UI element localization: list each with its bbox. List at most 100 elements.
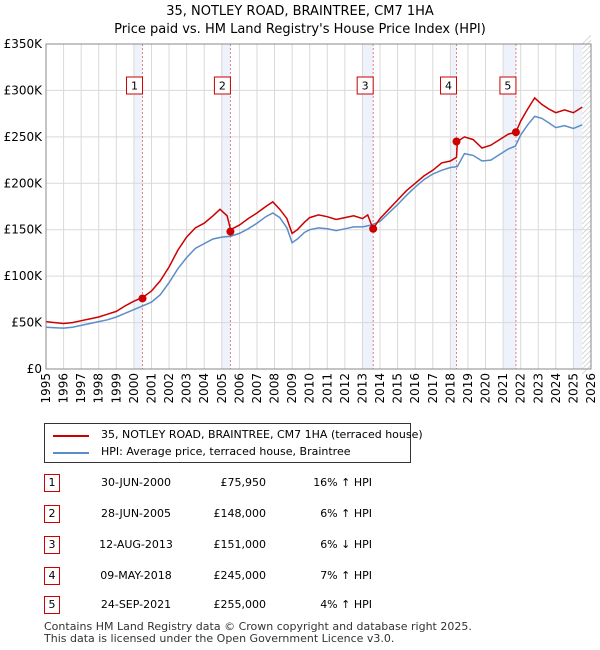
sale-price: £255,000	[213, 598, 267, 611]
sale-hpi: 4% ↑ HPI	[320, 598, 372, 611]
sale-point	[369, 224, 378, 233]
x-tick-label: 2024	[549, 373, 563, 404]
sale-badge: 3	[44, 536, 60, 554]
forecast-hatch	[581, 89, 592, 100]
forecast-hatch	[581, 364, 592, 375]
sale-point	[226, 227, 235, 236]
sale-point	[452, 137, 461, 146]
forecast-hatch	[581, 99, 592, 110]
sale-date: 28-JUN-2005	[100, 507, 172, 520]
x-tick-label: 1996	[57, 373, 71, 404]
forecast-hatch	[581, 109, 592, 120]
legend-swatch-property	[53, 435, 89, 437]
x-tick-label: 2006	[232, 373, 246, 404]
sale-price: £151,000	[213, 538, 267, 551]
sale-badge: 1	[44, 474, 60, 492]
x-tick-label: 2017	[426, 373, 440, 404]
forecast-hatch	[581, 64, 592, 75]
y-tick-label: £350K	[4, 37, 44, 51]
forecast-hatch	[581, 84, 592, 95]
legend-label-hpi: HPI: Average price, terraced house, Brai…	[101, 445, 351, 458]
forecast-hatch	[581, 289, 592, 300]
forecast-hatch	[581, 34, 592, 45]
forecast-hatch	[581, 309, 592, 320]
forecast-hatch	[581, 279, 592, 290]
forecast-hatch	[581, 339, 592, 350]
forecast-hatch	[581, 154, 592, 165]
x-tick-label: 2012	[338, 373, 352, 404]
sale-label: 5	[504, 80, 511, 93]
x-tick-label: 2003	[180, 373, 194, 404]
forecast-hatch	[581, 344, 592, 355]
y-tick-label: £300K	[4, 83, 44, 97]
sale-hpi: 6% ↑ HPI	[320, 507, 372, 520]
sale-label-box	[126, 76, 144, 95]
forecast-hatch	[581, 319, 592, 330]
forecast-hatch	[581, 214, 592, 225]
sale-label-box	[356, 76, 374, 95]
forecast-hatch	[581, 169, 592, 180]
x-tick-label: 2002	[162, 373, 176, 404]
forecast-hatch	[581, 69, 592, 80]
sale-date: 30-JUN-2000	[100, 476, 172, 489]
x-tick-label: 1995	[39, 373, 53, 404]
price-chart: 1 2 3 4 5 £0 £50K £100K £150K £200K £250K £300K £350…	[4, 34, 598, 404]
legend-swatch-hpi	[53, 452, 89, 454]
forecast-hatch	[581, 49, 592, 60]
sale-date: 09-MAY-2018	[100, 569, 172, 582]
sale-point	[138, 294, 147, 303]
x-tick-label: 2011	[320, 373, 334, 404]
forecast-hatch	[581, 284, 592, 295]
x-tick-label: 2014	[373, 373, 387, 404]
forecast-hatch	[581, 229, 592, 240]
sale-label-box	[499, 76, 517, 95]
forecast-hatch	[581, 194, 592, 205]
sale-point	[511, 128, 520, 137]
forecast-hatch	[581, 114, 592, 125]
forecast-hatch	[581, 159, 592, 170]
x-tick-label: 2016	[408, 373, 422, 404]
shaded-range	[221, 44, 231, 369]
forecast-hatch	[581, 179, 592, 190]
forecast-hatch	[581, 324, 592, 335]
x-tick-label: 2015	[391, 373, 405, 404]
forecast-hatch	[581, 264, 592, 275]
x-tick-label: 2009	[285, 373, 299, 404]
shaded-range	[133, 44, 143, 369]
y-tick-label: £0	[27, 362, 42, 376]
forecast-hatch	[581, 359, 592, 370]
shaded-range	[573, 44, 583, 369]
sale-label: 2	[219, 80, 226, 93]
forecast-hatch	[581, 124, 592, 135]
x-tick-label: 2004	[197, 373, 211, 404]
y-tick-label: £200K	[4, 176, 44, 190]
legend-label-property: 35, NOTLEY ROAD, BRAINTREE, CM7 1HA (ter…	[101, 428, 423, 441]
sale-label-box	[213, 76, 231, 95]
x-tick-label: 2025	[566, 373, 580, 404]
forecast-hatch	[581, 244, 592, 255]
forecast-hatch	[581, 119, 592, 130]
forecast-hatch	[581, 239, 592, 250]
x-tick-label: 1997	[74, 373, 88, 404]
forecast-hatch	[581, 144, 592, 155]
sale-price: £75,950	[220, 476, 267, 489]
forecast-hatch	[581, 199, 592, 210]
x-tick-label: 2007	[250, 373, 264, 404]
sale-hpi: 6% ↓ HPI	[320, 538, 372, 551]
forecast-hatch	[581, 134, 592, 145]
footer-license: This data is licensed under the Open Gov…	[44, 632, 395, 645]
forecast-hatch	[581, 334, 592, 345]
shaded-range	[503, 44, 516, 369]
y-tick-label: £250K	[4, 130, 44, 144]
x-tick-label: 2021	[496, 373, 510, 404]
forecast-hatch	[581, 79, 592, 90]
forecast-hatch	[581, 224, 592, 235]
hpi-line	[45, 115, 583, 329]
forecast-hatch	[581, 149, 592, 160]
forecast-hatch	[581, 184, 592, 195]
forecast-hatch	[581, 349, 592, 360]
forecast-hatch	[581, 74, 592, 85]
sale-label: 1	[131, 80, 138, 93]
forecast-hatch	[581, 299, 592, 310]
y-tick-label: £100K	[4, 269, 44, 283]
